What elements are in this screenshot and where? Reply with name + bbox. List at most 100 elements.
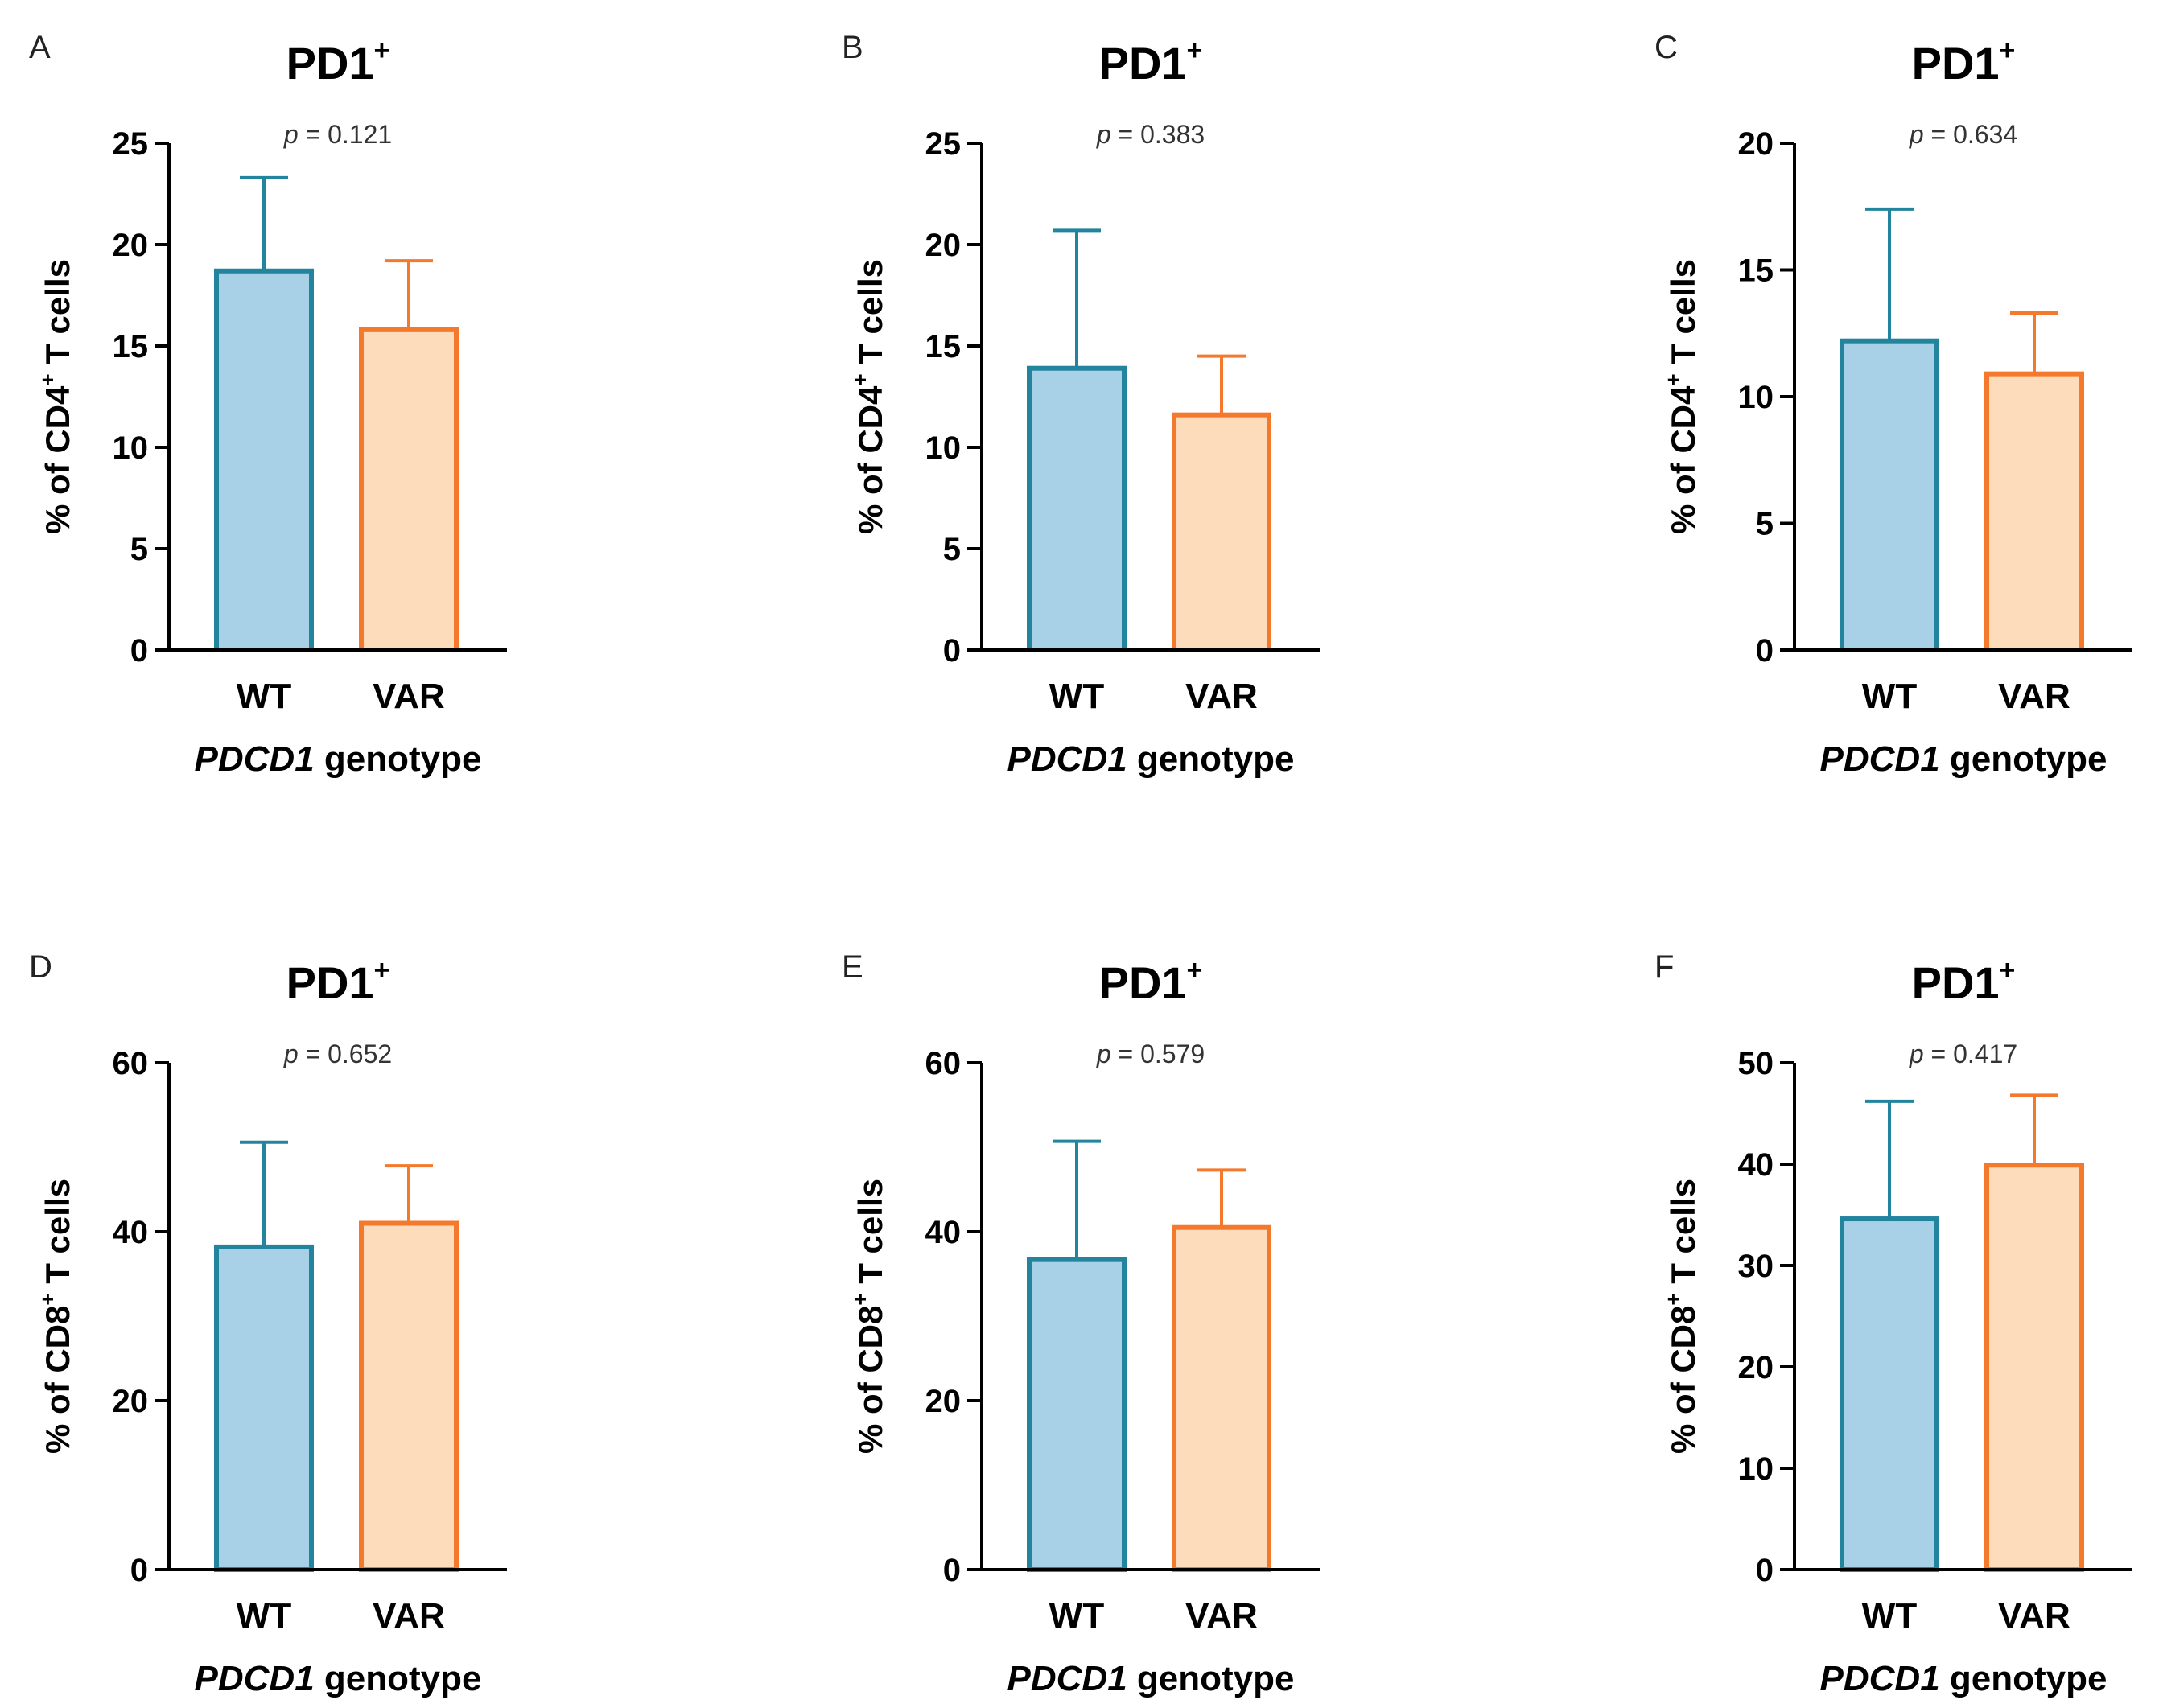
bar-wt — [1027, 365, 1127, 652]
x-axis-label-suffix: genotype — [315, 1659, 482, 1698]
p-value-text: = 0.652 — [299, 1039, 393, 1068]
p-value-symbol: p — [1096, 1039, 1111, 1068]
y-tick-label: 20 — [925, 228, 962, 263]
chart-title-superscript: + — [1187, 955, 1203, 986]
p-value-symbol: p — [1096, 120, 1111, 149]
y-tick-label: 60 — [113, 1046, 149, 1081]
x-axis-label: PDCD1 genotype — [1820, 1659, 2107, 1698]
chart-title-superscript: + — [374, 955, 390, 986]
y-tick-label: 20 — [1738, 126, 1774, 162]
x-axis-label-gene: PDCD1 — [1007, 739, 1127, 779]
x-tick-label-var: VAR — [1185, 677, 1258, 716]
p-value-text: = 0.579 — [1111, 1039, 1205, 1068]
y-tick-label: 15 — [113, 329, 149, 364]
y-axis-label-suffix: T cells — [39, 1179, 76, 1293]
y-axis-label: % of CD4+ T cells — [848, 259, 889, 534]
chart-title-text: PD1 — [1912, 38, 2000, 88]
chart-title: PD1+ — [1912, 35, 2016, 88]
chart-title: PD1+ — [286, 955, 390, 1008]
y-tick-label: 50 — [1738, 1046, 1774, 1081]
x-axis-label-gene: PDCD1 — [1820, 739, 1940, 779]
x-tick-label-wt: WT — [237, 677, 292, 716]
bar-var — [1172, 1224, 1271, 1572]
x-tick-label-wt: WT — [1862, 1596, 1918, 1636]
y-axis-label: % of CD8+ T cells — [848, 1179, 889, 1454]
y-axis-label-suffix: T cells — [851, 1179, 889, 1293]
y-tick-label: 0 — [943, 1553, 961, 1588]
y-axis-label: % of CD8+ T cells — [1661, 1179, 1702, 1454]
x-axis-label-gene: PDCD1 — [1007, 1659, 1127, 1698]
x-tick-label-var: VAR — [373, 1596, 445, 1636]
x-tick-label-wt: WT — [237, 1596, 292, 1636]
y-tick-label: 20 — [113, 228, 149, 263]
y-tick-label: 15 — [925, 329, 962, 364]
y-axis-label-superscript: + — [1661, 373, 1685, 385]
y-axis-label-suffix: T cells — [39, 259, 76, 373]
y-tick-label: 0 — [130, 633, 148, 669]
y-axis-label-suffix: T cells — [1664, 259, 1702, 373]
chart-title-text: PD1 — [1912, 957, 2000, 1008]
y-axis-label: % of CD4+ T cells — [1661, 259, 1702, 534]
panel-letter: D — [29, 949, 52, 985]
chart-title-superscript: + — [2000, 955, 2016, 986]
y-axis-label-prefix: % of CD8 — [39, 1306, 76, 1454]
y-tick-label: 60 — [925, 1046, 962, 1081]
x-tick-label-var: VAR — [373, 677, 445, 716]
y-axis-label-prefix: % of CD8 — [851, 1306, 889, 1454]
bar-var — [1984, 1163, 2084, 1572]
p-value: p = 0.634 — [1909, 120, 2017, 149]
bar-wt — [214, 268, 314, 652]
bar-var — [1172, 412, 1271, 652]
chart-title-text: PD1 — [1099, 957, 1187, 1008]
x-axis-label: PDCD1 genotype — [1820, 739, 2107, 779]
y-tick-label: 0 — [1756, 633, 1774, 669]
y-tick-label: 10 — [1738, 1451, 1774, 1487]
y-tick-label: 10 — [1738, 380, 1774, 415]
chart-title-superscript: + — [2000, 35, 2016, 66]
p-value-text: = 0.417 — [1924, 1039, 2018, 1068]
bar-var — [359, 327, 459, 652]
p-value: p = 0.579 — [1096, 1039, 1205, 1068]
y-axis-label: % of CD8+ T cells — [35, 1179, 76, 1454]
chart-title: PD1+ — [286, 35, 390, 88]
p-value-symbol: p — [1909, 120, 1924, 149]
chart-title-text: PD1 — [286, 957, 374, 1008]
y-tick-label: 0 — [1756, 1553, 1774, 1588]
p-value: p = 0.417 — [1909, 1039, 2017, 1068]
y-tick-label: 10 — [925, 430, 962, 466]
chart-title-superscript: + — [1187, 35, 1203, 66]
x-axis-label-suffix: genotype — [315, 739, 482, 779]
bar-wt — [214, 1244, 314, 1572]
x-tick-label-var: VAR — [1998, 677, 2070, 716]
x-axis-label-suffix: genotype — [1127, 739, 1295, 779]
chart-title-superscript: + — [374, 35, 390, 66]
bar-wt — [1840, 1216, 1939, 1572]
x-axis-label-gene: PDCD1 — [195, 1659, 315, 1698]
panel-letter: C — [1654, 30, 1678, 65]
x-axis-label: PDCD1 genotype — [1007, 1659, 1295, 1698]
p-value-symbol: p — [283, 1039, 299, 1068]
x-tick-label-var: VAR — [1998, 1596, 2070, 1636]
x-tick-label-var: VAR — [1185, 1596, 1258, 1636]
x-axis-label-suffix: genotype — [1940, 739, 2107, 779]
chart-title: PD1+ — [1099, 35, 1203, 88]
y-tick-label: 0 — [943, 633, 961, 669]
panel-letter: E — [842, 949, 863, 985]
y-axis-label-superscript: + — [35, 373, 60, 385]
y-tick-label: 20 — [925, 1384, 962, 1419]
p-value-text: = 0.121 — [299, 120, 393, 149]
chart-title: PD1+ — [1912, 955, 2016, 1008]
y-axis-label-suffix: T cells — [1664, 1179, 1702, 1293]
p-value: p = 0.652 — [283, 1039, 392, 1068]
x-axis-label-gene: PDCD1 — [1820, 1659, 1940, 1698]
y-tick-label: 40 — [1738, 1147, 1774, 1183]
x-axis-label-gene: PDCD1 — [195, 739, 315, 779]
y-tick-label: 5 — [130, 532, 148, 567]
y-tick-label: 5 — [943, 532, 961, 567]
y-axis-label-prefix: % of CD4 — [851, 385, 889, 534]
